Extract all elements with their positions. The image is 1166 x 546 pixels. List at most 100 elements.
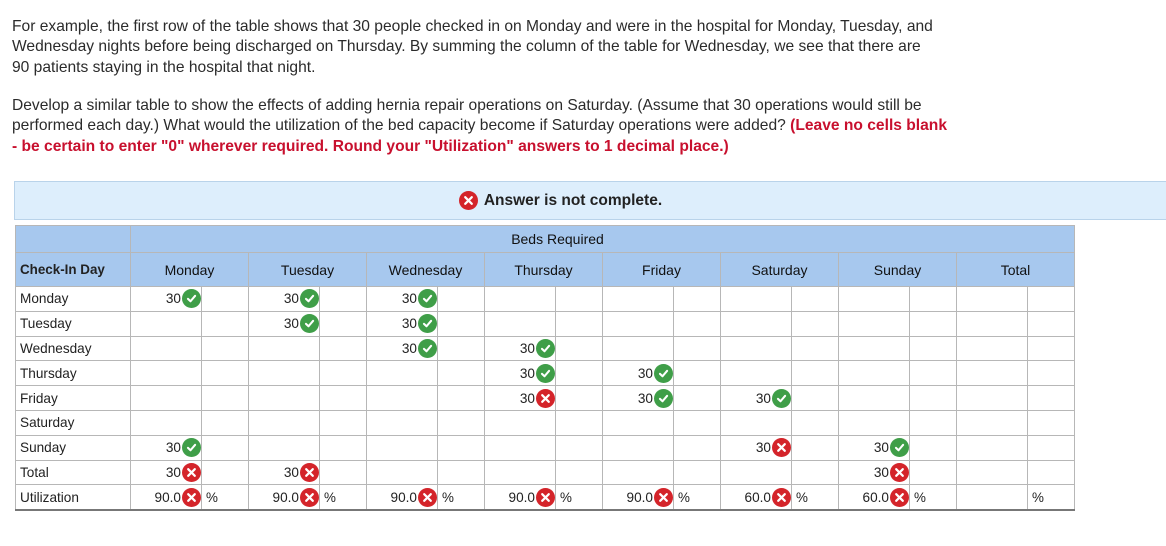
input-cell-monday[interactable]: 30: [130, 459, 202, 486]
input-cell-monday[interactable]: [130, 335, 202, 362]
input-cell-total[interactable]: [956, 310, 1028, 337]
input-cell-tuesday[interactable]: [248, 434, 320, 461]
input-cell-thursday[interactable]: [484, 434, 556, 461]
input-cell-sunday[interactable]: 30: [838, 459, 910, 486]
input-cell-sunday[interactable]: 30: [838, 434, 910, 461]
cell-value: 90.0: [154, 489, 181, 505]
cell-value: 30: [165, 440, 181, 456]
check-circle-icon: [654, 388, 673, 408]
cell-value: 30: [755, 440, 771, 456]
input-cell-tuesday[interactable]: [248, 385, 320, 411]
input-cell-sunday[interactable]: [838, 286, 910, 312]
x-circle-icon: [536, 388, 555, 408]
input-cell-tuesday[interactable]: [248, 409, 320, 436]
input-cell-wednesday[interactable]: 30: [366, 310, 438, 337]
input-cell-friday[interactable]: 30: [602, 385, 674, 411]
input-cell-friday[interactable]: [602, 434, 674, 461]
header-row-days: Check-In Day Monday Tuesday Wednesday Thurs…: [15, 252, 1075, 287]
percent-sign: %: [791, 484, 839, 511]
input-cell-tuesday[interactable]: 30: [248, 459, 320, 486]
instruction-line: 90 patients staying in the hospital that…: [12, 58, 316, 76]
input-cell-monday[interactable]: [130, 360, 202, 387]
input-cell-friday[interactable]: [602, 286, 674, 312]
input-cell-wednesday[interactable]: [366, 360, 438, 387]
input-cell-thursday[interactable]: 30: [484, 360, 556, 387]
input-cell-saturday[interactable]: [720, 286, 792, 312]
input-cell-friday[interactable]: [602, 335, 674, 362]
input-cell-wednesday[interactable]: 30: [366, 286, 438, 312]
input-cell-tuesday[interactable]: 30: [248, 310, 320, 337]
input-cell-thursday[interactable]: [484, 310, 556, 337]
x-circle-icon: [418, 487, 437, 507]
input-cell-friday[interactable]: [602, 310, 674, 337]
input-cell-tuesday[interactable]: [248, 335, 320, 362]
input-cell-saturday[interactable]: [720, 310, 792, 337]
input-cell-wednesday[interactable]: [366, 459, 438, 486]
input-cell-sunday[interactable]: [838, 360, 910, 387]
check-circle-icon: [536, 363, 555, 383]
input-cell-saturday[interactable]: 60.0: [720, 484, 792, 511]
input-cell-wednesday[interactable]: [366, 434, 438, 461]
input-cell-wednesday[interactable]: [366, 409, 438, 436]
input-cell-saturday[interactable]: [720, 335, 792, 362]
input-cell-monday[interactable]: 30: [130, 434, 202, 461]
input-cell-monday[interactable]: 90.0: [130, 484, 202, 511]
input-cell-monday[interactable]: [130, 385, 202, 411]
input-cell-tuesday[interactable]: 90.0: [248, 484, 320, 511]
input-cell-total[interactable]: [956, 434, 1028, 461]
input-cell-thursday[interactable]: [484, 286, 556, 312]
input-cell-monday[interactable]: 30: [130, 286, 202, 312]
input-cell-total[interactable]: [956, 360, 1028, 387]
input-cell-thursday[interactable]: 30: [484, 335, 556, 362]
input-cell-total[interactable]: [956, 484, 1028, 511]
input-cell-sunday[interactable]: 60.0: [838, 484, 910, 511]
check-circle-icon: [300, 314, 319, 334]
input-cell-wednesday[interactable]: 90.0: [366, 484, 438, 511]
table-row-tuesday: Tuesday 30 30: [15, 310, 1075, 337]
cell-value: 30: [873, 440, 889, 456]
day-header-monday: Monday: [130, 252, 249, 287]
input-cell-tuesday[interactable]: [248, 360, 320, 387]
input-cell-total[interactable]: [956, 459, 1028, 486]
day-header-saturday: Saturday: [720, 252, 839, 287]
check-circle-icon: [418, 289, 437, 309]
input-cell-wednesday[interactable]: [366, 385, 438, 411]
input-cell-tuesday[interactable]: 30: [248, 286, 320, 312]
input-cell-saturday[interactable]: [720, 409, 792, 436]
input-cell-total[interactable]: [956, 286, 1028, 312]
input-cell-sunday[interactable]: [838, 385, 910, 411]
input-cell-monday[interactable]: [130, 409, 202, 436]
input-cell-total[interactable]: [956, 409, 1028, 436]
x-circle-icon: [772, 438, 791, 458]
percent-sign: %: [201, 484, 249, 511]
input-cell-sunday[interactable]: [838, 335, 910, 362]
input-cell-wednesday[interactable]: 30: [366, 335, 438, 362]
input-cell-friday[interactable]: 30: [602, 360, 674, 387]
input-cell-friday[interactable]: 90.0: [602, 484, 674, 511]
input-cell-sunday[interactable]: [838, 409, 910, 436]
percent-sign: %: [437, 484, 485, 511]
input-cell-sunday[interactable]: [838, 310, 910, 337]
input-cell-total[interactable]: [956, 385, 1028, 411]
cell-value: 30: [519, 365, 535, 381]
input-cell-thursday[interactable]: [484, 459, 556, 486]
check-circle-icon: [772, 388, 791, 408]
check-circle-icon: [536, 338, 555, 358]
input-cell-friday[interactable]: [602, 459, 674, 486]
input-cell-thursday[interactable]: [484, 409, 556, 436]
input-cell-thursday[interactable]: 90.0: [484, 484, 556, 511]
cell-value: 30: [519, 390, 535, 406]
input-cell-saturday[interactable]: [720, 360, 792, 387]
input-cell-monday[interactable]: [130, 310, 202, 337]
table-row-utilization: Utilization 90.0% 90.0% 90.0% 90.0% 90.0% 60.0…: [15, 484, 1075, 511]
input-cell-thursday[interactable]: 30: [484, 385, 556, 411]
checkin-day-header: Check-In Day: [15, 252, 131, 287]
input-cell-total[interactable]: [956, 335, 1028, 362]
row-label: Tuesday: [15, 310, 131, 337]
cell-value: 60.0: [744, 489, 771, 505]
input-cell-saturday[interactable]: 30: [720, 385, 792, 411]
input-cell-friday[interactable]: [602, 409, 674, 436]
check-circle-icon: [890, 438, 909, 458]
input-cell-saturday[interactable]: 30: [720, 434, 792, 461]
input-cell-saturday[interactable]: [720, 459, 792, 486]
